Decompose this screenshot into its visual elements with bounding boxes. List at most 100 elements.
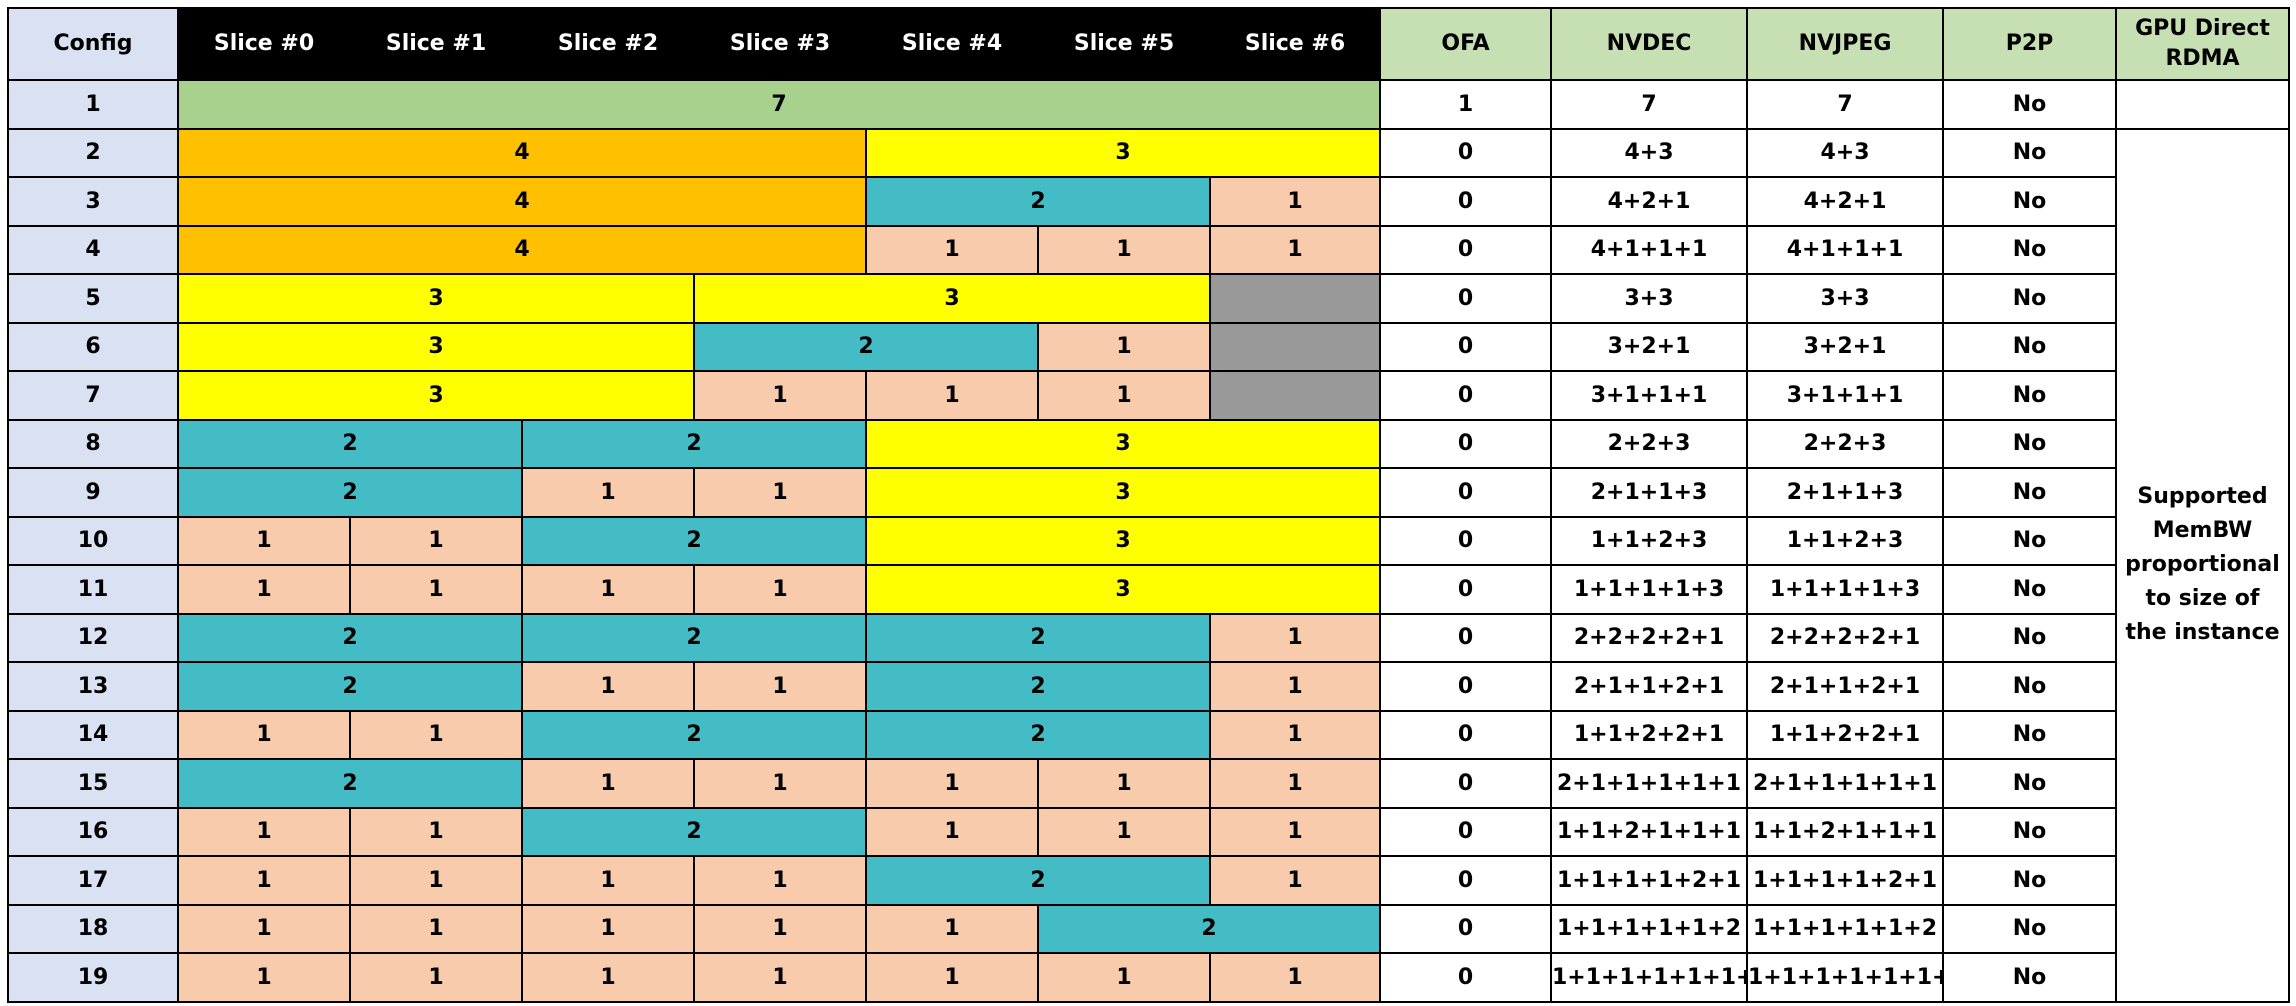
nvdec-cell: 1+1+2+3	[1550, 515, 1748, 566]
slice-cell: 1	[1037, 370, 1211, 421]
slice-cell: 1	[1209, 758, 1381, 809]
slice-cell: 1	[521, 467, 695, 518]
ofa-cell: 0	[1379, 612, 1552, 663]
nvjpeg-cell: 1+1+1+1+1+2	[1746, 903, 1944, 954]
slice-cell: 1	[693, 467, 867, 518]
ofa-cell: 0	[1379, 952, 1552, 1003]
slice-cell: 1	[865, 224, 1039, 275]
nvjpeg-cell: 1+1+2+1+1+1	[1746, 806, 1944, 857]
slice-cell: 1	[349, 515, 523, 566]
nvdec-cell: 3+1+1+1	[1550, 370, 1748, 421]
slice-cell: 3	[177, 273, 695, 324]
empty-slice	[1209, 273, 1381, 324]
rdma-note: Supported MemBW proportional to size of …	[2115, 127, 2290, 1003]
slice-cell: 3	[177, 370, 695, 421]
ofa-cell: 0	[1379, 127, 1552, 178]
ofa-cell: 0	[1379, 515, 1552, 566]
slice-cell: 2	[521, 709, 867, 760]
config-cell: 14	[7, 709, 179, 760]
ofa-cell: 0	[1379, 321, 1552, 372]
nvjpeg-cell: 1+1+1+1+2+1	[1746, 855, 1944, 906]
p2p-cell: No	[1942, 952, 2117, 1003]
nvjpeg-cell: 1+1+2+3	[1746, 515, 1944, 566]
column-header: Slice #5	[1037, 7, 1211, 81]
slice-cell: 1	[349, 564, 523, 615]
slice-cell: 2	[865, 661, 1211, 712]
table-row: 16 1 1 2 1 1 1 0 1+1+2+1+1+1 1+1+2+1+1+1 No	[7, 806, 2289, 857]
table-row: 14 1 1 2 2 1 0 1+1+2+2+1 1+1+2+2+1 No	[7, 709, 2289, 760]
nvjpeg-cell: 2+1+1+3	[1746, 467, 1944, 518]
ofa-cell: 0	[1379, 806, 1552, 857]
slice-cell: 3	[865, 127, 1381, 178]
ofa-cell: 0	[1379, 418, 1552, 469]
slice-cell: 1	[1209, 952, 1381, 1003]
p2p-cell: No	[1942, 661, 2117, 712]
slice-cell: 2	[177, 758, 523, 809]
p2p-cell: No	[1942, 321, 2117, 372]
nvdec-cell: 2+2+2+2+1	[1550, 612, 1748, 663]
nvdec-cell: 7	[1550, 79, 1748, 130]
config-cell: 19	[7, 952, 179, 1003]
nvdec-cell: 1+1+1+1+1+2	[1550, 903, 1748, 954]
slice-cell: 3	[865, 564, 1381, 615]
slice-cell: 1	[865, 370, 1039, 421]
nvdec-cell: 1+1+1+1+1+1+1	[1550, 952, 1748, 1003]
p2p-cell: No	[1942, 467, 2117, 518]
slice-cell: 1	[521, 758, 695, 809]
slice-cell: 1	[349, 952, 523, 1003]
slice-cell: 2	[177, 467, 523, 518]
nvjpeg-cell: 2+2+3	[1746, 418, 1944, 469]
slice-cell: 1	[1209, 855, 1381, 906]
nvjpeg-cell: 4+3	[1746, 127, 1944, 178]
column-header: NVDEC	[1550, 7, 1748, 81]
slice-cell: 1	[177, 709, 351, 760]
slice-cell: 1	[177, 515, 351, 566]
slice-cell: 1	[177, 564, 351, 615]
ofa-cell: 0	[1379, 564, 1552, 615]
slice-cell: 2	[521, 515, 867, 566]
ofa-cell: 0	[1379, 758, 1552, 809]
slice-cell: 1	[177, 855, 351, 906]
slice-cell: 7	[177, 79, 1381, 130]
p2p-cell: No	[1942, 612, 2117, 663]
column-header: Slice #6	[1209, 7, 1381, 81]
p2p-cell: No	[1942, 418, 2117, 469]
p2p-cell: No	[1942, 273, 2117, 324]
p2p-cell: No	[1942, 855, 2117, 906]
nvjpeg-cell: 2+2+2+2+1	[1746, 612, 1944, 663]
nvdec-cell: 4+3	[1550, 127, 1748, 178]
empty-cell	[2115, 79, 2290, 130]
nvjpeg-cell: 1+1+1+1+1+1+1	[1746, 952, 1944, 1003]
slice-cell: 2	[693, 321, 1039, 372]
slice-cell: 1	[521, 903, 695, 954]
config-cell: 3	[7, 176, 179, 227]
table-row: 2 4 3 0 4+3 4+3 No Supported MemBW proportional…	[7, 127, 2290, 1003]
slice-cell: 2	[177, 661, 523, 712]
slice-cell: 1	[1209, 806, 1381, 857]
slice-cell: 1	[1209, 661, 1381, 712]
slice-cell: 1	[1037, 952, 1211, 1003]
slice-cell: 1	[693, 661, 867, 712]
nvdec-cell: 1+1+1+1+2+1	[1550, 855, 1748, 906]
slice-cell: 1	[693, 855, 867, 906]
table-row: 5 3 3 0 3+3 3+3 No	[7, 273, 2289, 324]
table-row: 18 1 1 1 1 1 2 0 1+1+1+1+1+2 1+1+1+1+1+2 No	[7, 903, 2289, 954]
nvjpeg-cell: 3+1+1+1	[1746, 370, 1944, 421]
table-row: 6 3 2 1 0 3+2+1 3+2+1 No	[7, 321, 2289, 372]
p2p-cell: No	[1942, 758, 2117, 809]
slice-cell: 4	[177, 127, 867, 178]
slice-cell: 1	[521, 855, 695, 906]
nvdec-cell: 3+3	[1550, 273, 1748, 324]
empty-slice	[1209, 321, 1381, 372]
slice-cell: 1	[349, 855, 523, 906]
slice-cell: 1	[1037, 758, 1211, 809]
config-table: Config Slice #0 Slice #1 Slice #2 Slice #3 Sl…	[7, 7, 2290, 1003]
config-cell: 5	[7, 273, 179, 324]
slice-cell: 2	[865, 612, 1211, 663]
p2p-cell: No	[1942, 79, 2117, 130]
table-row: 15 2 1 1 1 1 1 0 2+1+1+1+1+1 2+1+1+1+1+1 No	[7, 758, 2289, 809]
slice-cell: 3	[865, 418, 1381, 469]
nvjpeg-cell: 2+1+1+2+1	[1746, 661, 1944, 712]
slice-cell: 1	[693, 903, 867, 954]
slice-cell: 1	[1037, 806, 1211, 857]
